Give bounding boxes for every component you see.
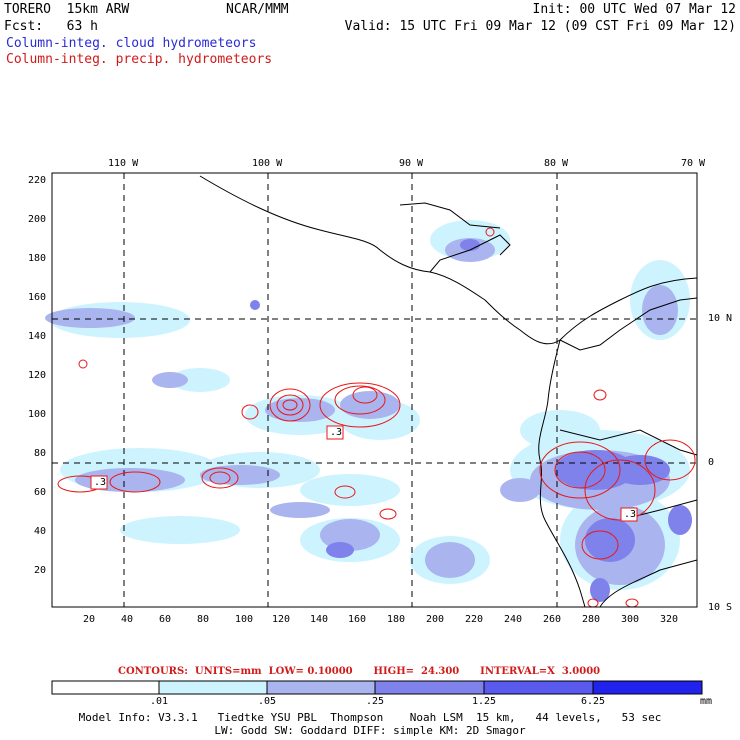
- left-axis-label: 180: [27, 253, 46, 264]
- bottom-axis-label: 320: [659, 614, 679, 625]
- contour-label: .3: [330, 427, 343, 438]
- top-axis-label: 70 W: [680, 158, 706, 169]
- bottom-axis-label: 40: [120, 614, 134, 625]
- bottom-axis-label: 100: [234, 614, 254, 625]
- bottom-axis-label: 20: [82, 614, 96, 625]
- left-axis-label: 100: [27, 409, 46, 420]
- colorbar-label: 1.25: [471, 696, 497, 707]
- model-info-line2: LW: Godd SW: Goddard DIFF: simple KM: 2D…: [214, 724, 526, 737]
- colorbar-unit: mm: [699, 696, 713, 707]
- bottom-axis-label: 160: [347, 614, 367, 625]
- forecast-hour: Fcst: 63 h: [4, 19, 98, 34]
- left-axis-label: 220: [27, 175, 46, 186]
- top-axis-label: 100 W: [252, 158, 283, 169]
- bottom-axis-label: 120: [271, 614, 291, 625]
- model-info-line1: Model Info: V3.3.1 Tiedtke YSU PBL Thomp…: [78, 711, 662, 724]
- bottom-axis-label: 140: [309, 614, 329, 625]
- precip-field-label: Column-integ. precip. hydrometeors: [6, 52, 273, 67]
- colorbar-label: 6.25: [580, 696, 606, 707]
- left-axis-label: 20: [33, 565, 46, 576]
- colorbar-label: .05: [257, 696, 277, 707]
- top-axis-label: 110 W: [108, 158, 139, 169]
- cloud-field-label: Column-integ. cloud hydrometeors: [6, 36, 257, 51]
- bottom-axis-label: 260: [542, 614, 562, 625]
- top-axis-label: 80 W: [543, 158, 569, 169]
- left-axis-label: 120: [27, 370, 46, 381]
- left-axis-label: 200: [27, 214, 46, 225]
- top-axis-label: 90 W: [398, 158, 424, 169]
- contour-label: .3: [624, 509, 637, 520]
- lat-lon-grid: [52, 173, 697, 607]
- colorbar-label: .25: [365, 696, 385, 707]
- bottom-axis-label: 300: [620, 614, 640, 625]
- left-axis-label: 40: [33, 526, 46, 537]
- left-axis-label: 160: [27, 292, 46, 303]
- left-axis-label: 140: [27, 331, 46, 342]
- model-title: TORERO 15km ARW: [4, 2, 130, 17]
- map-frame: [51, 172, 698, 608]
- left-axis-label: 60: [33, 487, 46, 498]
- organization-label: NCAR/MMM: [226, 2, 289, 17]
- right-axis-label: 0: [708, 457, 715, 468]
- bottom-axis-label: 200: [425, 614, 445, 625]
- valid-time: Valid: 15 UTC Fri 09 Mar 12 (09 CST Fri …: [344, 19, 736, 34]
- bottom-axis-label: 80: [196, 614, 210, 625]
- left-axis-label: 80: [33, 448, 46, 459]
- bottom-axis-label: 280: [581, 614, 601, 625]
- bottom-axis-label: 240: [503, 614, 523, 625]
- bottom-axis-label: 180: [386, 614, 406, 625]
- contour-info: CONTOURS: UNITS=mm LOW= 0.10000 HIGH= 24…: [118, 666, 601, 677]
- init-time: Init: 00 UTC Wed 07 Mar 12: [532, 2, 737, 17]
- bottom-axis-label: 220: [464, 614, 484, 625]
- contour-label: .3: [94, 477, 107, 488]
- precip-contours: [57, 227, 696, 608]
- colorbar: [51, 680, 703, 695]
- right-axis-label: 10 S: [708, 602, 733, 613]
- bottom-axis-label: 60: [158, 614, 172, 625]
- right-axis-label: 10 N: [708, 313, 733, 324]
- coastlines: [199, 175, 698, 608]
- contour-label-boxes: [90, 425, 638, 522]
- colorbar-label: .01: [149, 696, 169, 707]
